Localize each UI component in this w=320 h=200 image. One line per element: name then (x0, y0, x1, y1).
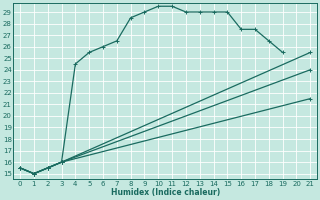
X-axis label: Humidex (Indice chaleur): Humidex (Indice chaleur) (111, 188, 220, 197)
